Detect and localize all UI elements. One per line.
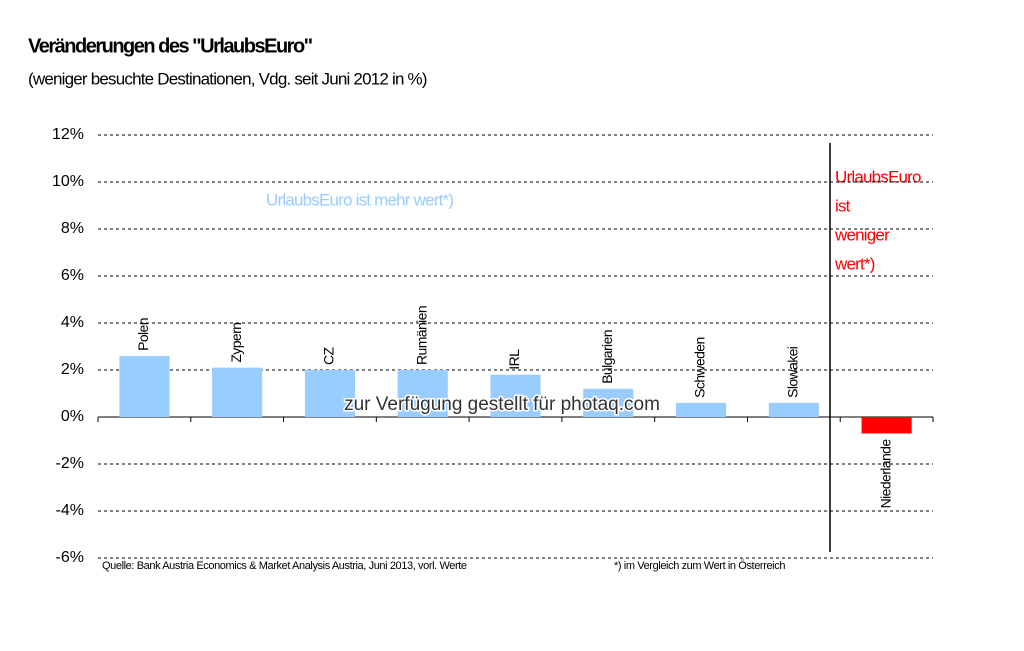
y-tick-label: 12%: [52, 126, 84, 143]
annotation: ist: [835, 196, 851, 215]
y-tick-label: -2%: [56, 455, 84, 472]
y-tick-label: -6%: [56, 549, 84, 566]
category-label: Zypern: [228, 323, 244, 363]
bar: [583, 388, 634, 417]
footnote: *) im Vergleich zum Wert in Österreich: [614, 560, 785, 572]
category-label: Schweden: [692, 337, 708, 398]
category-label: IRL: [506, 349, 522, 370]
source-note: Quelle: Bank Austria Economics & Market …: [102, 560, 467, 572]
category-label: Rumänien: [413, 306, 429, 365]
category-label: CZ: [321, 346, 337, 365]
y-tick-label: -4%: [56, 502, 84, 519]
y-tick-label: 0%: [61, 408, 84, 425]
y-tick-label: 4%: [61, 314, 84, 331]
annotation: UrlaubsEuro: [835, 167, 921, 186]
y-tick-label: 2%: [61, 361, 84, 378]
category-label: Niederlande: [877, 439, 893, 509]
bar: [768, 402, 819, 417]
y-tick-label: 10%: [52, 173, 84, 190]
category-label: Bulgarien: [599, 330, 615, 384]
watermark: zur Verfügung gestellt für photaq.com: [344, 394, 660, 415]
y-tick-label: 8%: [61, 220, 84, 237]
annotation: UrlaubsEuro ist mehr wert*): [266, 190, 453, 209]
bar: [676, 402, 727, 417]
chart-subtitle: (weniger besuchte Destinationen, Vdg. se…: [28, 69, 427, 88]
y-tick-label: 6%: [61, 267, 84, 284]
category-label: Slowakei: [785, 346, 801, 398]
category-label: Polen: [135, 318, 151, 351]
bar: [861, 417, 912, 434]
bar: [304, 370, 355, 417]
bar: [212, 367, 263, 417]
annotation: weniger: [834, 225, 890, 244]
bar: [490, 374, 541, 417]
annotation-group: UrlaubsEuro ist weniger wert*): [834, 167, 922, 273]
bar: [119, 355, 170, 417]
annotation: wert*): [834, 254, 875, 273]
bar: [397, 370, 448, 417]
chart-title: Veränderungen des "UrlaubsEuro": [28, 35, 313, 57]
